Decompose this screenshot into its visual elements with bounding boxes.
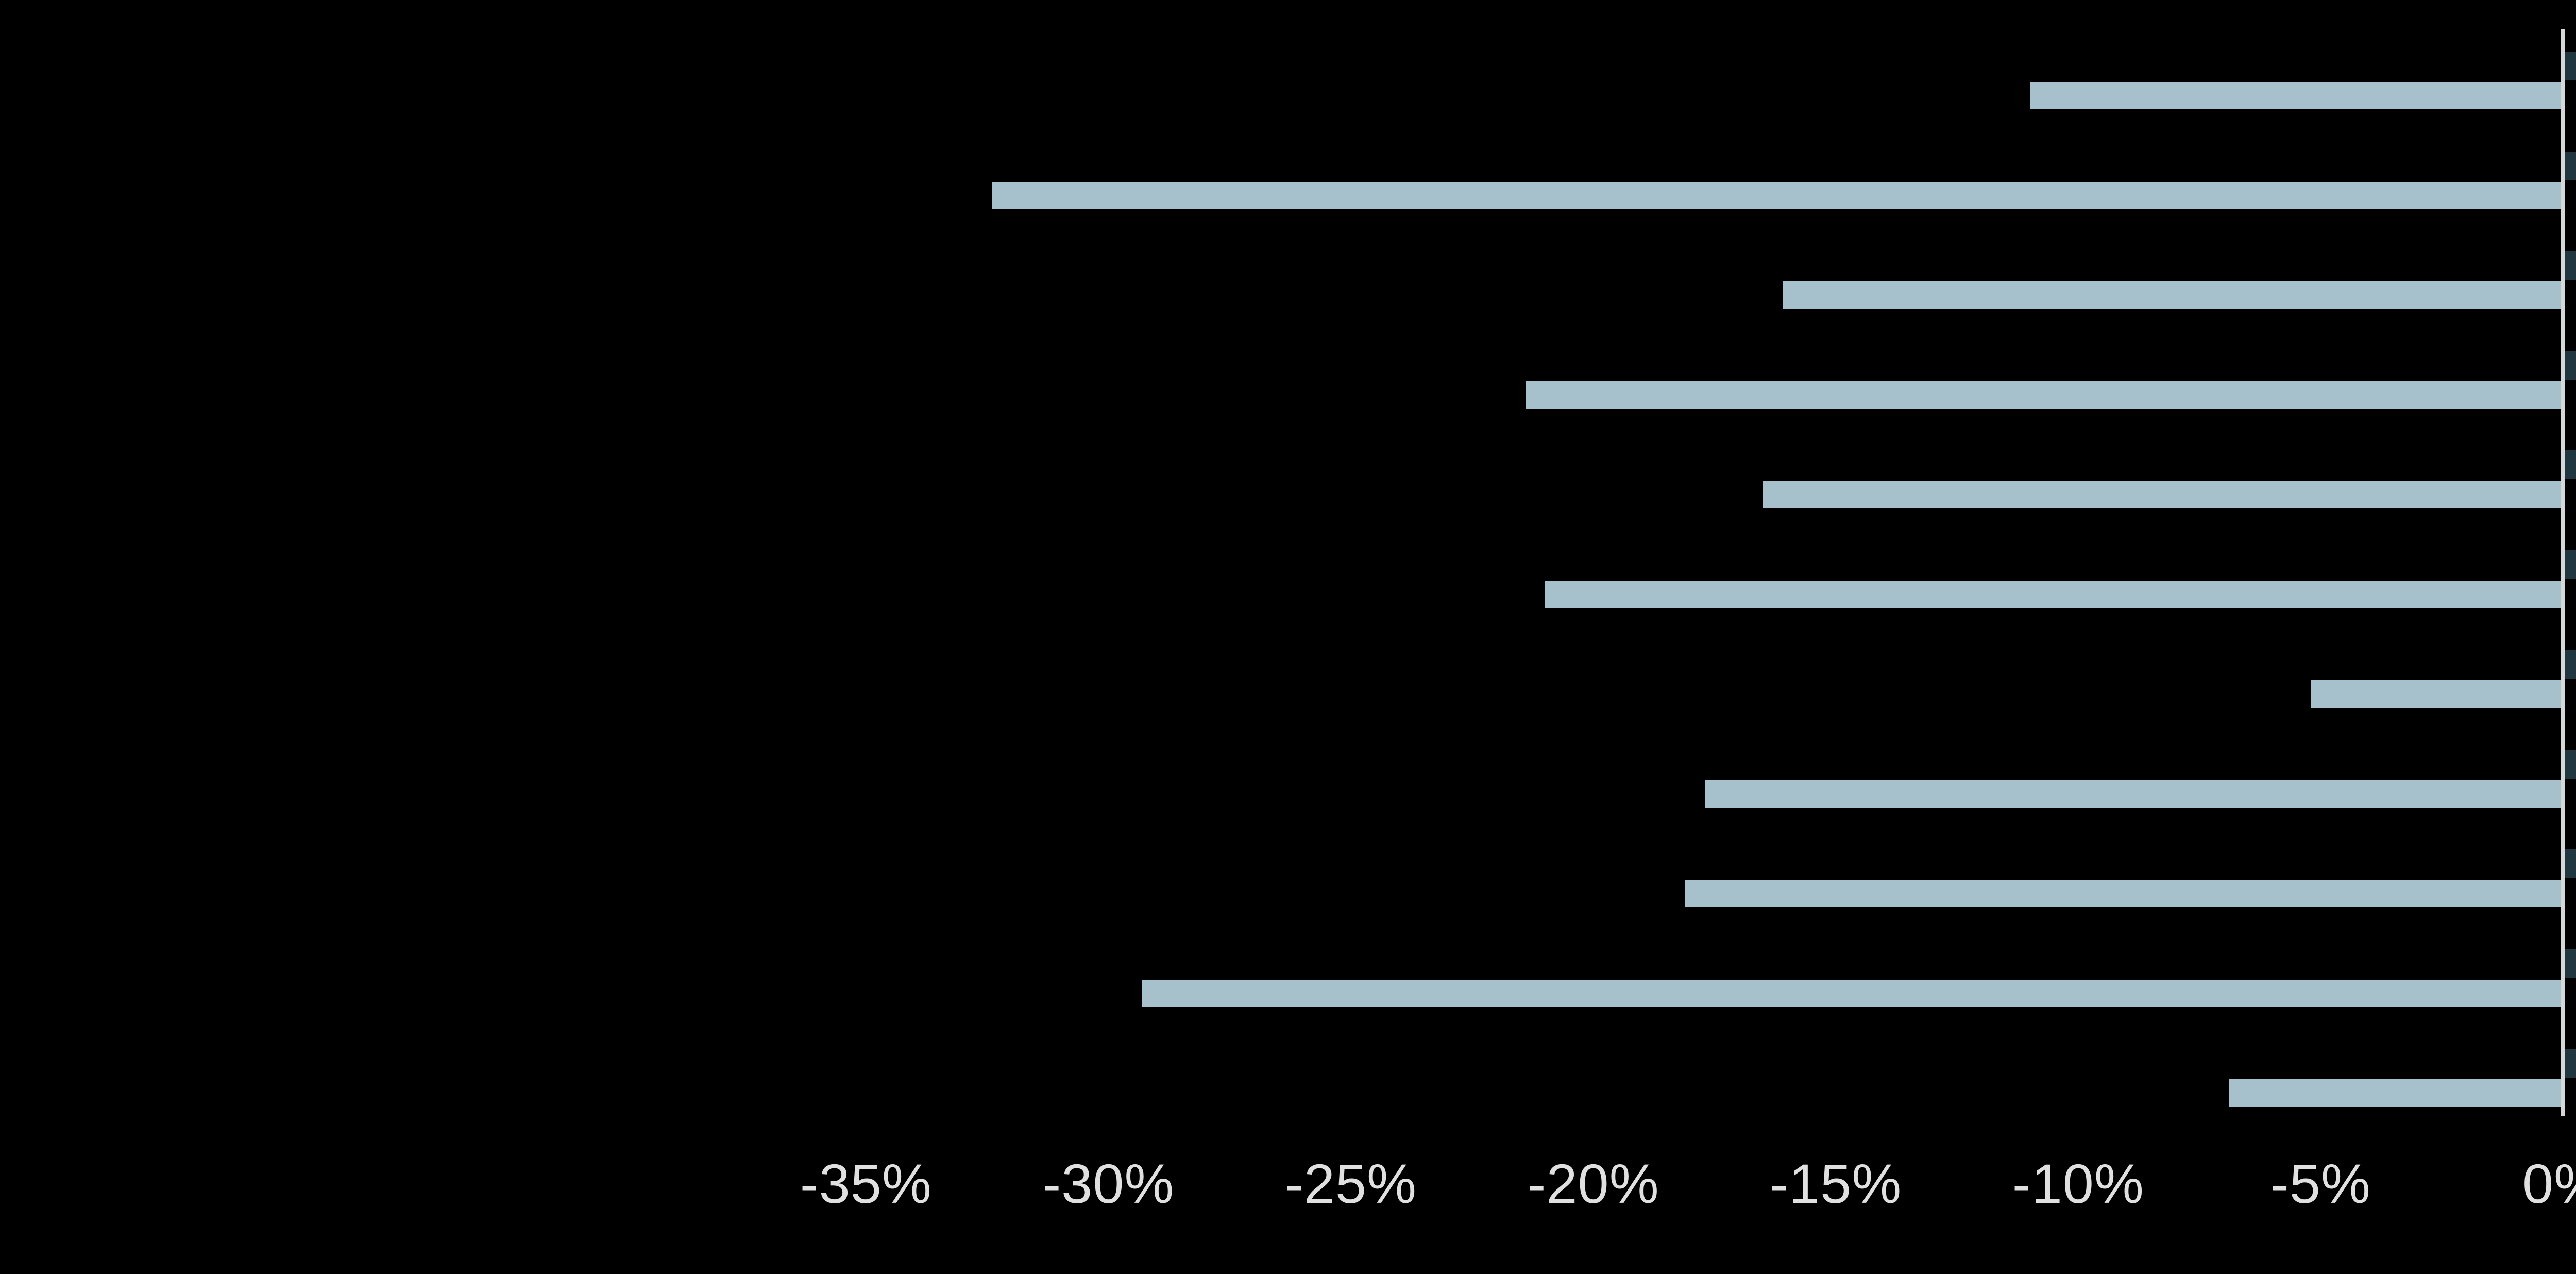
bar-negative-row-5 — [1763, 481, 2563, 508]
x-tick-label-0pct: 0% — [2522, 1152, 2576, 1215]
x-tick-label--5pct: -5% — [2270, 1152, 2371, 1215]
bar-positive-row-9 — [2563, 849, 2576, 878]
bar-positive-row-4 — [2563, 350, 2576, 380]
zero-axis-line — [2561, 29, 2565, 1116]
bar-positive-row-3 — [2563, 251, 2576, 280]
bar-positive-row-10 — [2563, 949, 2576, 978]
x-tick-label--30pct: -30% — [1042, 1152, 1175, 1215]
x-tick-label--15pct: -15% — [1770, 1152, 1902, 1215]
bar-negative-row-2 — [992, 181, 2563, 209]
x-tick-label--10pct: -10% — [2012, 1152, 2144, 1215]
bar-positive-row-2 — [2563, 151, 2576, 180]
bar-positive-row-1 — [2563, 52, 2576, 80]
bar-positive-row-5 — [2563, 450, 2576, 479]
bar-negative-row-6 — [1545, 580, 2563, 608]
bar-negative-row-9 — [1685, 880, 2563, 907]
bar-positive-row-11 — [2563, 1049, 2576, 1078]
x-tick-label--25pct: -25% — [1284, 1152, 1417, 1215]
bar-negative-row-4 — [1525, 381, 2563, 409]
x-tick-label--20pct: -20% — [1527, 1152, 1659, 1215]
bar-negative-row-1 — [2029, 82, 2563, 109]
bar-positive-row-6 — [2563, 550, 2576, 579]
bar-negative-row-11 — [2228, 1079, 2563, 1107]
x-tick-label--35pct: -35% — [800, 1152, 932, 1215]
bar-positive-row-7 — [2563, 650, 2576, 679]
bar-positive-row-8 — [2563, 749, 2576, 779]
bar-negative-row-7 — [2311, 680, 2563, 708]
bar-negative-row-3 — [1782, 281, 2563, 309]
bar-negative-row-10 — [1142, 979, 2563, 1007]
bar-negative-row-8 — [1705, 780, 2563, 808]
